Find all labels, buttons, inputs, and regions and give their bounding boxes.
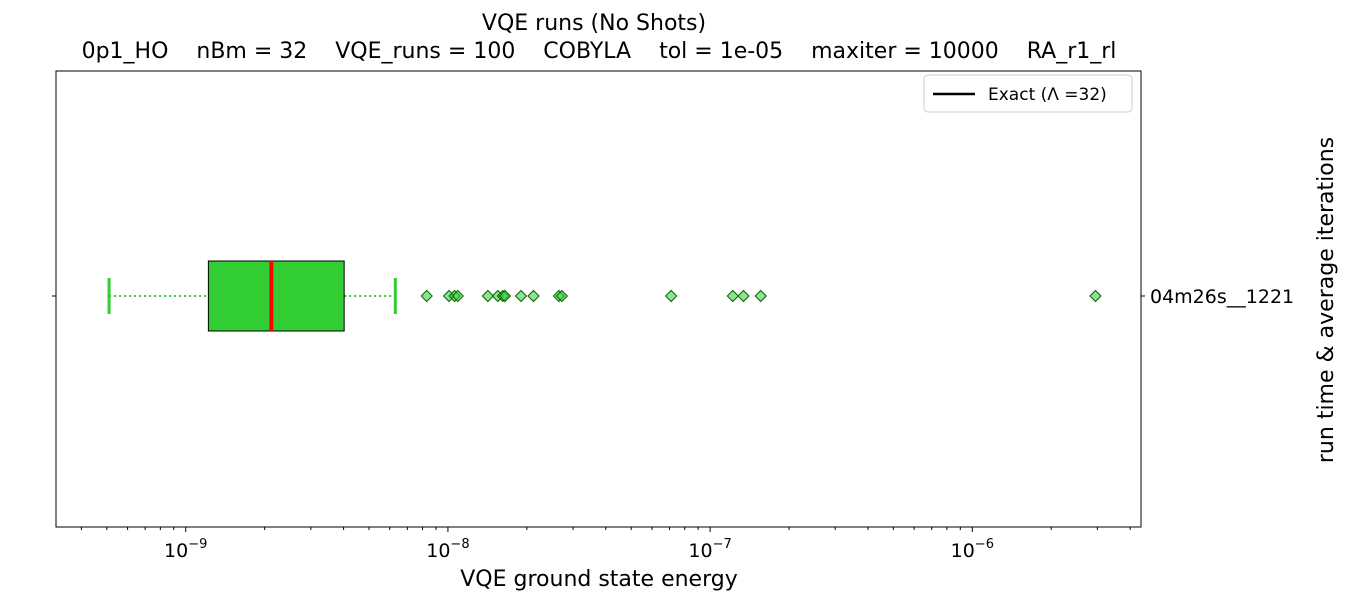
outlier-point xyxy=(420,289,433,303)
box-group xyxy=(107,260,397,332)
x-tick-label: 10−8 xyxy=(426,537,469,562)
x-tick-label: 10−6 xyxy=(951,537,994,562)
outlier-point xyxy=(726,289,739,303)
legend-box xyxy=(923,74,1133,113)
x-axis-ticks: 10−9 10−8 10−7 10−6 xyxy=(80,527,1131,562)
outlier-point xyxy=(451,289,464,303)
legend-label-exact: Exact (Λ =32) xyxy=(988,85,1107,105)
outlier-point xyxy=(481,289,495,303)
x-axis-label: VQE ground state energy xyxy=(460,567,737,592)
iqr-box xyxy=(207,260,345,332)
outlier-point xyxy=(754,289,767,303)
chart-title: VQE runs (No Shots) xyxy=(482,11,706,36)
y-axis-label: run time & average iterations xyxy=(1314,137,1339,463)
outlier-point xyxy=(527,289,540,303)
outlier-point xyxy=(1089,289,1102,303)
outlier-point xyxy=(737,289,750,303)
chart-subtitle: 0p1_HO nBm = 32 VQE_runs = 100 COBYLA to… xyxy=(82,39,1117,64)
y-category-label: 04m26s__1221 xyxy=(1150,286,1294,308)
outlier-point xyxy=(498,289,512,303)
x-tick-label: 10−7 xyxy=(688,537,731,562)
x-tick-label: 10−9 xyxy=(164,537,207,562)
outlier-point xyxy=(514,289,528,303)
legend: Exact (Λ =32) xyxy=(923,74,1133,113)
outlier-point xyxy=(555,289,569,303)
outliers-group xyxy=(420,289,1102,303)
outlier-point xyxy=(664,289,678,303)
